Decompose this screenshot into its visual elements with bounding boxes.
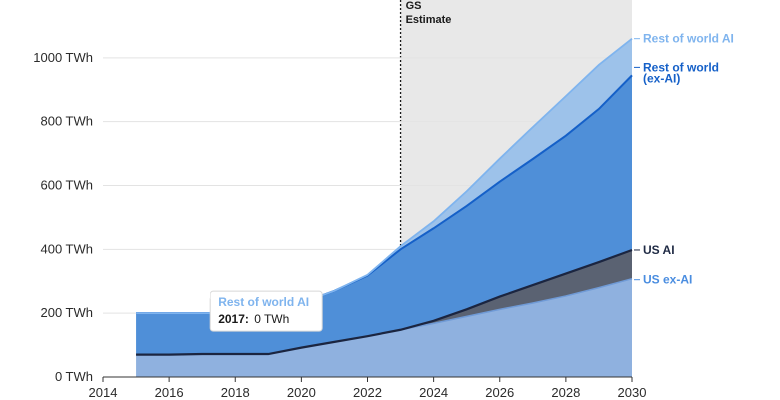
tooltip-box [209, 290, 323, 332]
y-tick-label: 0 TWh [55, 369, 93, 384]
x-tick-label: 2026 [485, 385, 514, 400]
x-tick-label: 2016 [155, 385, 184, 400]
series-label-line2: (ex-AI) [643, 71, 680, 85]
tooltip-pointer [204, 285, 211, 300]
y-tick-label: 400 TWh [40, 241, 93, 256]
series-label: US ex-AI [643, 273, 692, 287]
y-tick-label: 800 TWh [40, 114, 93, 129]
area-us-ex-ai [136, 278, 632, 377]
y-tick-label: 600 TWh [40, 178, 93, 193]
y-tick-label: 1000 TWh [33, 50, 93, 65]
x-tick-label: 2030 [618, 385, 647, 400]
tooltip-value: 0 TWh [254, 312, 289, 326]
estimate-label-line1: GS [406, 0, 422, 12]
estimate-label-line2: Estimate [406, 14, 452, 26]
tooltip: Rest of world AI 2017: 0 TWh [204, 285, 323, 332]
x-tick-label: 2014 [89, 385, 118, 400]
series-label: Rest of world [643, 60, 719, 74]
series-label: US AI [643, 243, 675, 257]
y-tick-label: 200 TWh [40, 305, 93, 320]
axes: 0 TWh 200 TWh 400 TWh 600 TWh 800 TWh 1000 TW… [33, 0, 646, 400]
series-labels: Rest of world AI Rest of world(ex-AI) US A… [634, 32, 734, 287]
x-tick-label: 2028 [551, 385, 580, 400]
y-tick-label: 1200 TWh [33, 0, 93, 1]
area-rest-of-world-ex-ai- [136, 75, 632, 355]
x-tick-label: 2018 [221, 385, 250, 400]
x-tick-label: 2020 [287, 385, 316, 400]
tooltip-year: 2017: [218, 312, 249, 326]
line-us-ai [136, 248, 633, 356]
x-tick-label: 2024 [419, 385, 448, 400]
tooltip-title: Rest of world AI [218, 295, 309, 309]
x-tick-label: 2022 [353, 385, 382, 400]
series-label: Rest of world AI [643, 32, 734, 46]
